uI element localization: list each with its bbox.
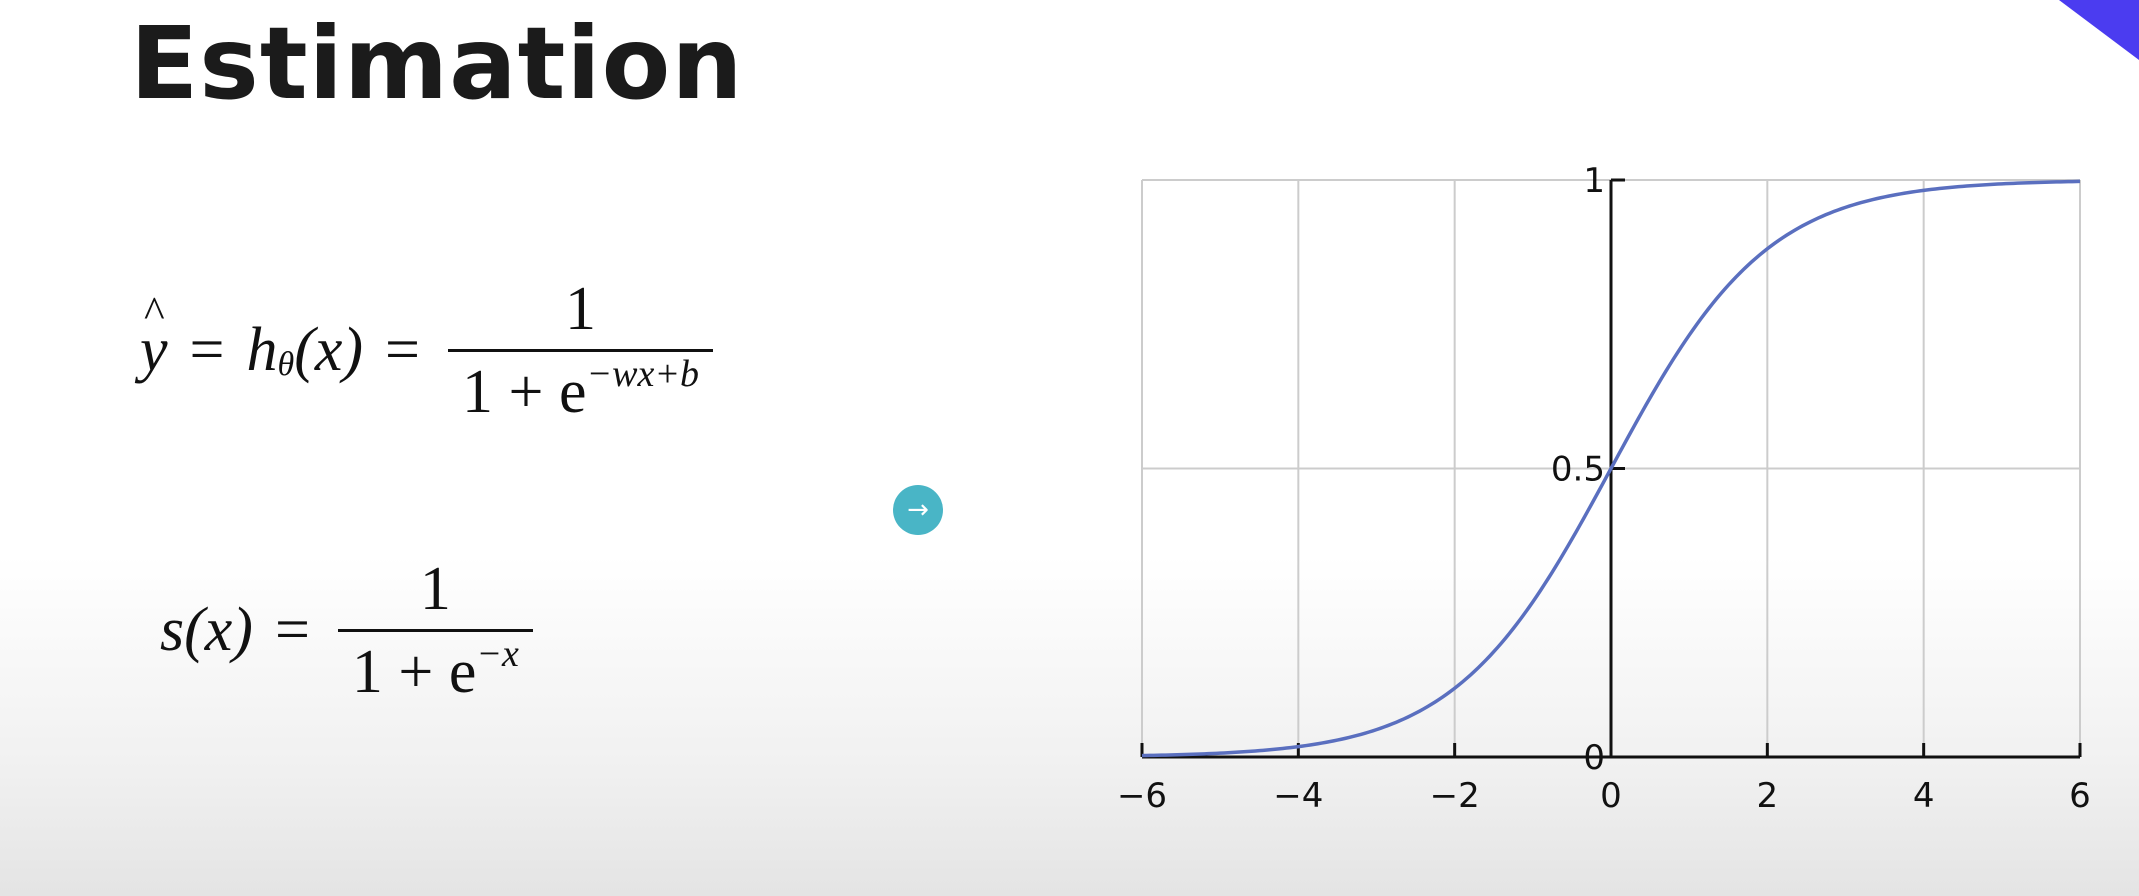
x-tick-label-2: −2 [1430, 776, 1480, 816]
numerator: 1 [564, 275, 596, 343]
slide-title: Estimation [130, 5, 744, 122]
y-tick-label-0: 0 [1583, 738, 1605, 778]
denominator: 1 + e−x [337, 629, 533, 707]
numerator: 1 [419, 555, 451, 623]
sigmoid-equation: s(x) = 1 1 + e−x [160, 555, 533, 706]
h-argument: (x) [294, 316, 364, 385]
x-tick-label-1: −4 [1273, 776, 1323, 816]
corner-accent [2009, 0, 2139, 60]
x-tick-label-4: 2 [1757, 776, 1779, 816]
denominator: 1 + e−wx+b [447, 349, 713, 427]
exponent: −x [476, 633, 519, 676]
denominator-base: 1 + e [351, 638, 477, 707]
x-tick-label-0: −6 [1117, 776, 1167, 816]
sigmoid-fraction: 1 1 + e−x [337, 555, 533, 707]
exponent: −wx+b [586, 353, 699, 396]
theta-subscript: θ [277, 345, 295, 383]
arrow-right-icon: → [907, 495, 929, 525]
hypothesis-fraction: 1 1 + e−wx+b [447, 275, 713, 427]
x-tick-label-3: 0 [1600, 776, 1622, 816]
equals-sign: = [274, 596, 310, 665]
y-hat: y [140, 287, 168, 386]
sigmoid-curve [1141, 179, 2081, 758]
y-tick-label-2: 1 [1583, 161, 1605, 201]
next-arrow-button[interactable]: → [893, 485, 943, 535]
hypothesis-equation: y = h θ (x) = 1 1 + e−wx+b [140, 275, 713, 426]
x-tick-label-6: 6 [2069, 776, 2091, 816]
h-symbol: h [246, 316, 278, 385]
denominator-base: 1 + e [461, 358, 587, 427]
sigmoid-chart: −6 −4 −2 0 2 4 6 0 0.5 1 [1117, 161, 2091, 816]
equals-sign-2: = [385, 316, 420, 385]
sigmoid-lhs: s(x) [160, 596, 253, 665]
equals-sign: = [189, 316, 225, 385]
x-tick-label-5: 4 [1913, 776, 1935, 816]
y-tick-label-1: 0.5 [1551, 450, 1605, 490]
